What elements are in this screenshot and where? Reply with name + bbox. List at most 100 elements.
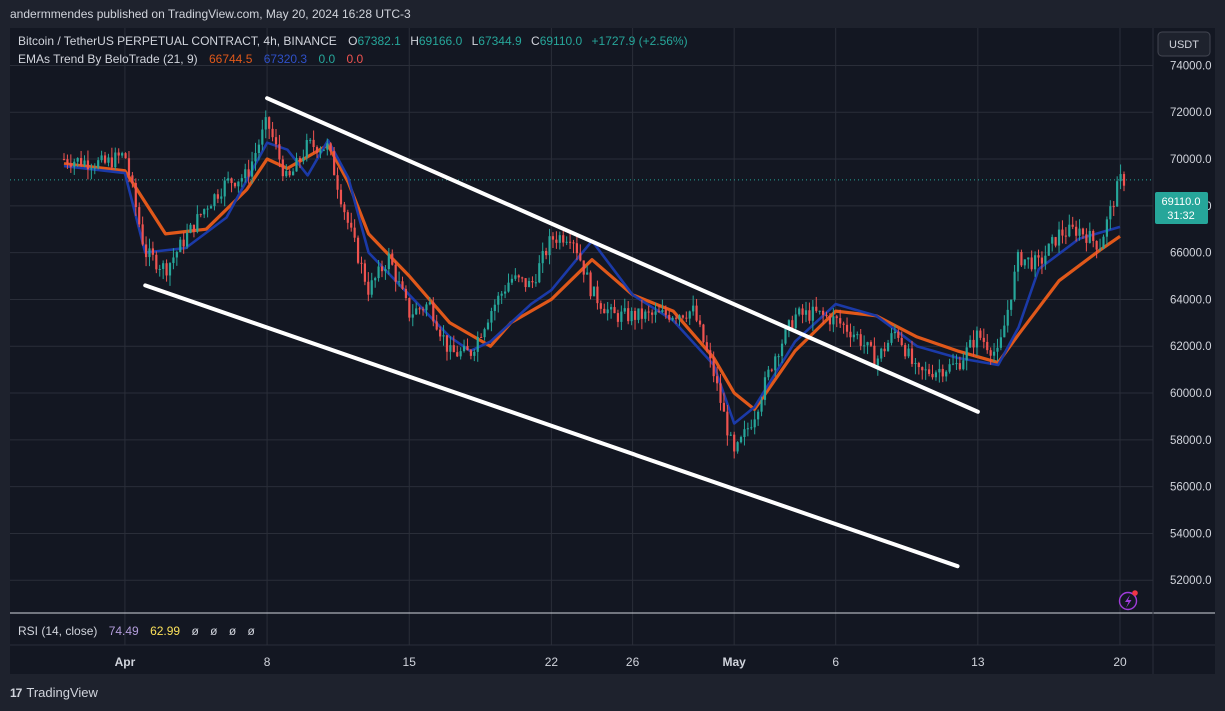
candle-body — [353, 227, 356, 238]
candle-body — [237, 181, 240, 187]
rsi-legend[interactable]: RSI (14, close) 74.49 62.99 ø ø ø ø — [18, 624, 256, 638]
candle-body — [657, 311, 661, 313]
candle-body — [780, 343, 784, 357]
candle-body — [644, 311, 647, 319]
price-chart[interactable]: 74000.072000.070000.068000.066000.064000… — [10, 28, 1215, 674]
candle-body — [503, 291, 507, 294]
currency-button[interactable]: USDT — [1157, 31, 1211, 57]
price-tick-label: 72000.0 — [1170, 107, 1212, 119]
candle-body — [425, 304, 428, 311]
candle-body — [647, 311, 650, 313]
candle-body — [921, 367, 924, 371]
price-tick-label: 58000.0 — [1170, 435, 1212, 447]
candle-body — [384, 269, 387, 272]
candle-body — [1037, 255, 1040, 258]
brand-label: TradingView — [26, 685, 98, 700]
candle-body — [216, 194, 219, 199]
candle-body — [432, 302, 435, 322]
candle-body — [958, 363, 961, 370]
candle-body — [890, 333, 893, 343]
candle-body — [268, 117, 271, 129]
candle-body — [760, 399, 763, 412]
candle-body — [828, 316, 832, 325]
candle-body — [527, 281, 531, 288]
candle-body — [1064, 235, 1067, 237]
candle-body — [661, 310, 664, 313]
rsi-name: RSI (14, close) — [18, 624, 97, 638]
candle-body — [305, 140, 308, 158]
candle-body — [360, 262, 363, 264]
candle-body — [534, 282, 537, 284]
candle-body — [538, 263, 541, 283]
candle-body — [531, 281, 534, 283]
candle-body — [326, 143, 329, 150]
candle-body — [442, 335, 445, 337]
candle-body — [490, 311, 493, 323]
candle-body — [90, 168, 93, 170]
candle-body — [880, 348, 883, 359]
last-price-badge: 69110.0 31:32 — [1155, 192, 1208, 224]
candle-body — [86, 160, 90, 170]
candle-body — [821, 310, 825, 315]
candle-body — [391, 253, 394, 265]
candle-body — [633, 310, 637, 320]
candle-body — [322, 149, 325, 151]
alert-lightning-icon[interactable] — [1118, 590, 1138, 611]
candle-body — [117, 152, 120, 156]
candle-body — [428, 302, 431, 305]
candle-body — [486, 322, 490, 330]
candle-body — [1051, 237, 1054, 244]
candle-body — [592, 286, 596, 297]
candle-body — [1122, 174, 1126, 186]
candle-body — [869, 342, 873, 346]
candle-body — [951, 363, 955, 365]
candle-body — [545, 250, 548, 256]
candle-body — [986, 341, 989, 351]
candle-body — [982, 337, 985, 342]
candle-body — [705, 342, 708, 351]
candle-body — [107, 157, 110, 163]
candle-body — [996, 347, 999, 352]
time-tick-label: May — [722, 655, 746, 669]
channel-upper-trendline — [265, 96, 980, 414]
rsi-value: 74.49 — [109, 624, 139, 638]
legend-main[interactable]: Bitcoin / TetherUS PERPETUAL CONTRACT, 4… — [18, 34, 688, 48]
candle-body — [931, 373, 934, 378]
candle-body — [233, 182, 237, 187]
candle-body — [722, 402, 726, 412]
candle-body — [900, 337, 903, 346]
candle-body — [309, 139, 312, 141]
candle-body — [124, 153, 127, 159]
candle-body — [329, 143, 332, 152]
candle-body — [1109, 206, 1112, 220]
candle-body — [962, 360, 965, 370]
candle-body — [856, 334, 859, 336]
legend-symbol: Bitcoin / TetherUS PERPETUAL CONTRACT, 4… — [18, 34, 337, 48]
candle-body — [298, 158, 302, 162]
candle-body — [613, 307, 616, 314]
candle-body — [907, 348, 910, 357]
time-tick-label: 13 — [971, 655, 985, 669]
candle-body — [1054, 237, 1057, 246]
candle-body — [387, 253, 390, 270]
price-tick-label: 56000.0 — [1170, 482, 1212, 494]
candle-body — [76, 158, 79, 162]
rsi-signal-value: 62.99 — [150, 624, 180, 638]
candle-body — [285, 171, 288, 177]
candle-body — [698, 320, 702, 325]
candle-body — [134, 183, 137, 208]
candle-body — [1119, 174, 1122, 182]
candle-body — [189, 224, 192, 233]
candle-body — [1044, 255, 1047, 264]
candle-body — [893, 331, 897, 334]
candle-body — [182, 239, 185, 247]
candle-body — [103, 155, 107, 163]
legend-ema[interactable]: EMAs Trend By BeloTrade (21, 9) 66744.5 … — [18, 52, 363, 66]
tradingview-footer[interactable]: 17 TradingView — [10, 685, 98, 700]
candle-body — [1095, 240, 1098, 250]
time-tick-label: Apr — [115, 655, 136, 669]
candle-body — [603, 308, 606, 314]
price-tick-label: 54000.0 — [1170, 528, 1212, 540]
candle-body — [452, 345, 455, 353]
candle-body — [278, 144, 281, 160]
